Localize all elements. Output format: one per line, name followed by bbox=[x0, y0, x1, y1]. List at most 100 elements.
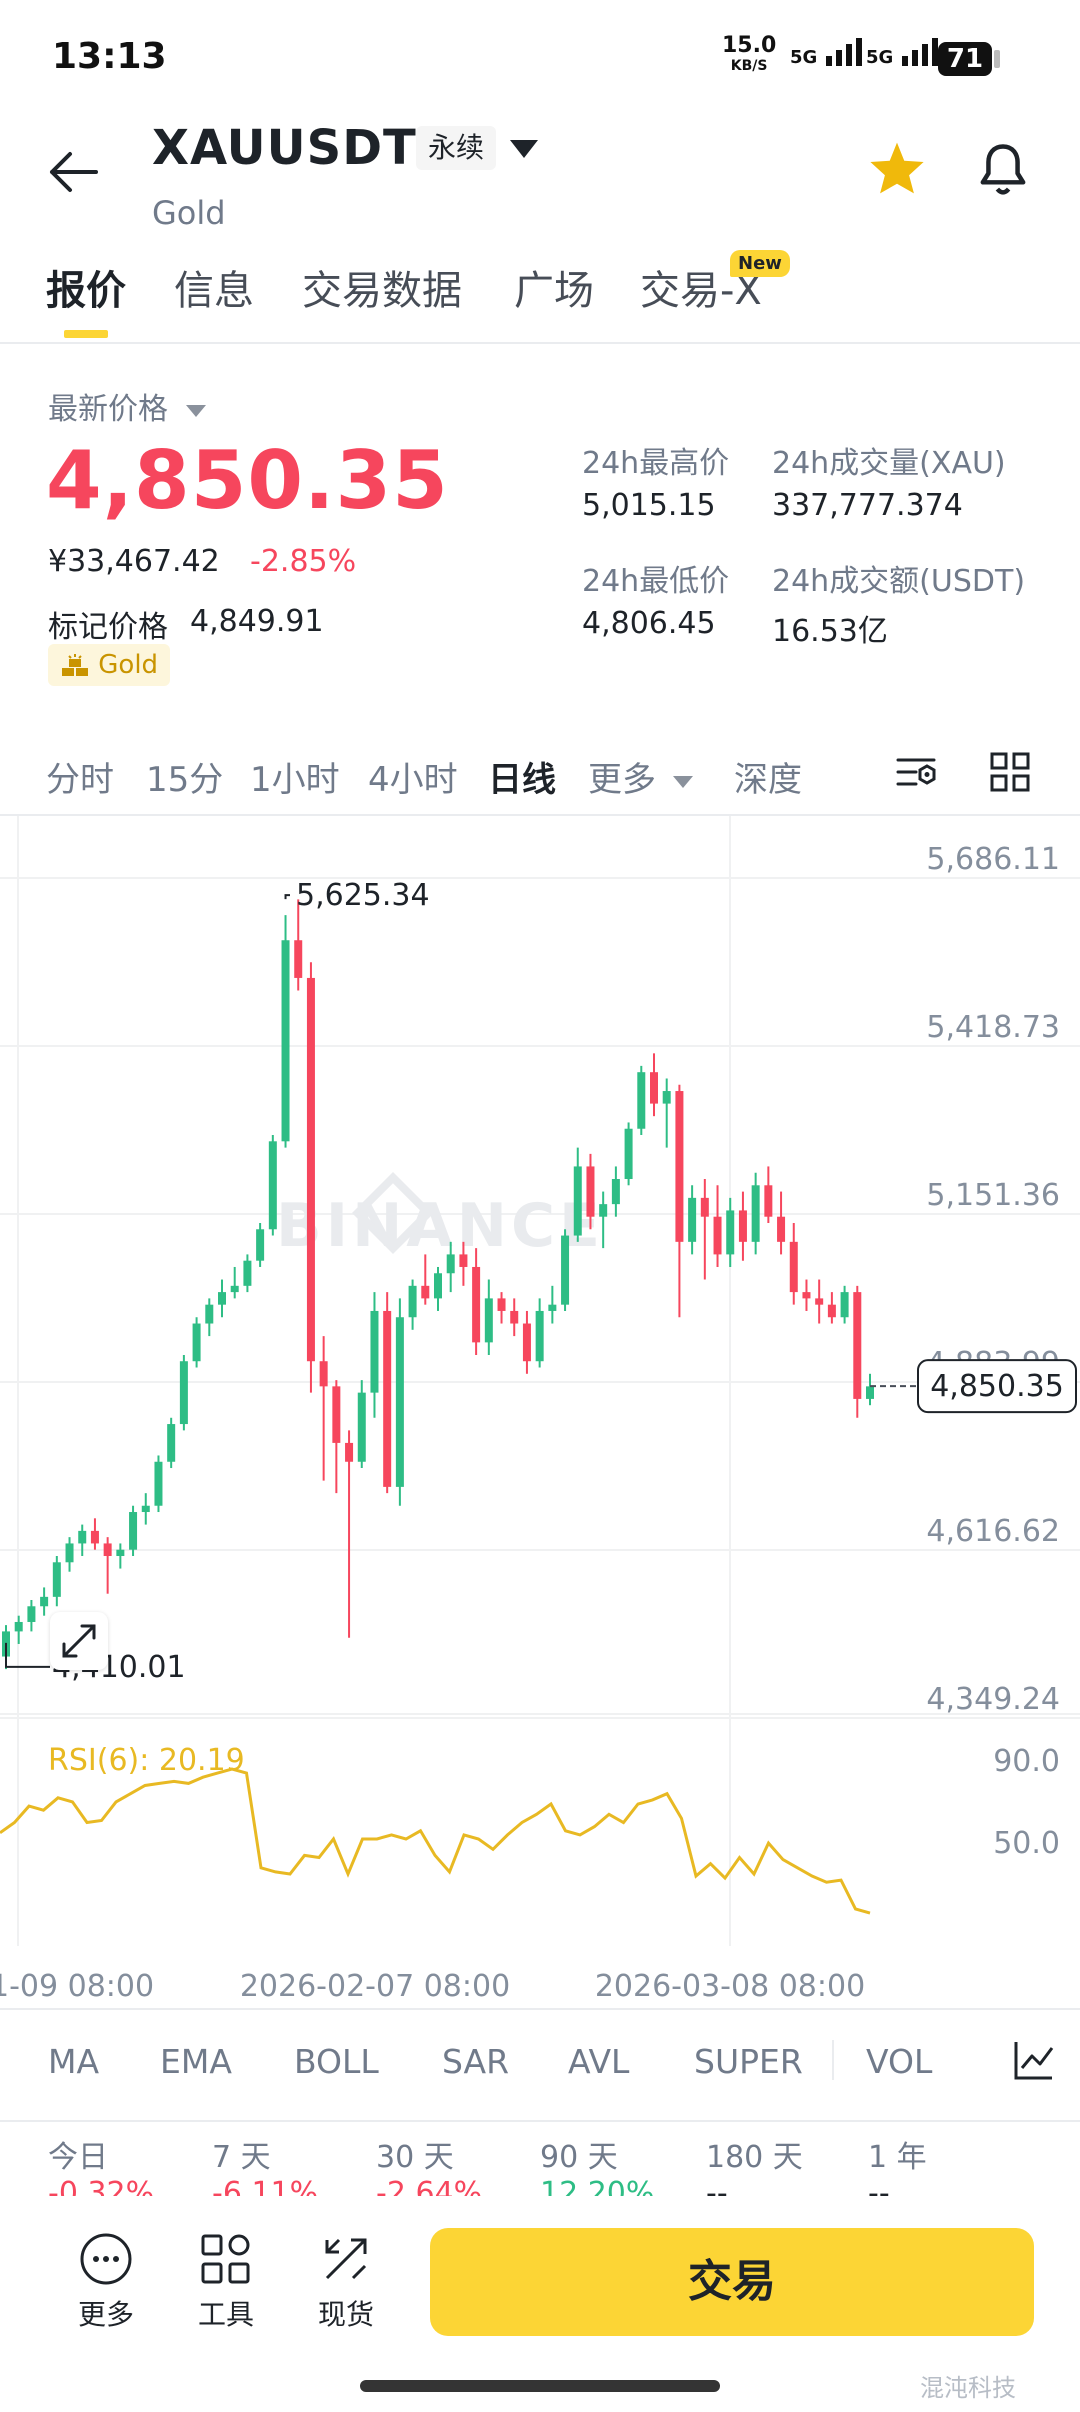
rsi-label: RSI(6): 20.19 bbox=[48, 1743, 245, 1778]
performance-label: 90 天 bbox=[540, 2140, 618, 2175]
net-speed: 15.0 KB/S bbox=[722, 33, 777, 75]
indicator-chart-icon[interactable] bbox=[1010, 2036, 1058, 2088]
interval-15m[interactable]: 15分 bbox=[146, 760, 224, 800]
candle-body bbox=[777, 1216, 786, 1242]
tab-quote[interactable]: 报价 bbox=[46, 268, 126, 314]
candle-body bbox=[675, 1091, 684, 1242]
new-badge: New bbox=[730, 250, 790, 277]
candle-body bbox=[179, 1361, 188, 1425]
candlestick-chart[interactable]: 5,686.115,418.735,151.364,883.994,616.62… bbox=[0, 816, 1080, 2008]
candle-body bbox=[306, 977, 315, 1362]
indicator-sar[interactable]: SAR bbox=[442, 2042, 510, 2081]
performance-label: 30 天 bbox=[376, 2140, 454, 2175]
candle-body bbox=[370, 1310, 379, 1393]
indicator-vol[interactable]: VOL bbox=[866, 2042, 933, 2081]
candle-body bbox=[218, 1292, 226, 1305]
interval-1d[interactable]: 日线 bbox=[488, 760, 556, 800]
interval-more[interactable]: 更多 bbox=[588, 752, 693, 801]
tab-info[interactable]: 信息 bbox=[174, 268, 254, 314]
signal-icon-2: 5G bbox=[866, 38, 940, 68]
interval-depth[interactable]: 深度 bbox=[734, 760, 802, 800]
candle-body bbox=[789, 1241, 798, 1293]
indicator-bar: MA EMA BOLL SAR AVL SUPER VOL bbox=[0, 2008, 1080, 2122]
x-tick-label: 2026-02-07 08:00 bbox=[240, 1969, 510, 2004]
candle-body bbox=[446, 1254, 455, 1274]
candle-body bbox=[141, 1505, 150, 1513]
contract-type-badge: 永续 bbox=[416, 126, 497, 170]
indicator-boll[interactable]: BOLL bbox=[294, 2042, 379, 2081]
candle-body bbox=[167, 1424, 176, 1462]
indicator-super[interactable]: SUPER bbox=[694, 2042, 803, 2081]
asset-name: Gold bbox=[152, 194, 226, 232]
last-price-label: 4,850.35 bbox=[930, 1369, 1064, 1404]
candle-body bbox=[548, 1304, 557, 1311]
candle-body bbox=[840, 1292, 849, 1318]
symbol-dropdown-icon[interactable] bbox=[510, 140, 538, 158]
gold-bars-icon bbox=[62, 653, 88, 676]
candle-body bbox=[764, 1185, 773, 1217]
last-price-box bbox=[917, 1359, 1077, 1414]
volume-24h-label: 24h成交量(XAU) bbox=[772, 446, 1006, 481]
latest-price-label[interactable]: 最新价格 bbox=[48, 384, 206, 428]
tools-grid-icon bbox=[201, 2234, 250, 2284]
tab-square[interactable]: 广场 bbox=[514, 268, 594, 314]
candle-body bbox=[52, 1562, 61, 1597]
candle-body bbox=[815, 1298, 824, 1305]
back-arrow-icon[interactable] bbox=[48, 150, 100, 194]
more-dots-icon bbox=[80, 2233, 132, 2285]
price-change: -2.85% bbox=[250, 544, 357, 579]
candle-body bbox=[624, 1128, 633, 1180]
more-button[interactable]: 更多 bbox=[66, 2232, 146, 2333]
caret-down-icon bbox=[185, 404, 206, 417]
caret-down-icon bbox=[672, 775, 693, 788]
spot-button[interactable]: 现货 bbox=[306, 2232, 386, 2333]
expand-chart-icon[interactable] bbox=[50, 1612, 108, 1670]
candle-body bbox=[281, 940, 290, 1142]
indicator-ma[interactable]: MA bbox=[48, 2042, 100, 2081]
bell-icon[interactable] bbox=[976, 142, 1030, 202]
performance-value: -- bbox=[706, 2176, 728, 2202]
low-24h-label: 24h最低价 bbox=[582, 564, 730, 599]
interval-1h[interactable]: 1小时 bbox=[250, 760, 340, 800]
layout-grid-icon[interactable] bbox=[988, 750, 1032, 798]
symbol-title[interactable]: XAUUSDT bbox=[152, 120, 417, 176]
indicator-ema[interactable]: EMA bbox=[160, 2042, 232, 2081]
x-tick-label: 1-09 08:00 bbox=[0, 1969, 154, 2004]
candle-body bbox=[65, 1543, 74, 1563]
y-tick-label: 5,686.11 bbox=[926, 842, 1060, 877]
candle-body bbox=[78, 1530, 87, 1544]
trade-button[interactable]: 交易 bbox=[430, 2228, 1034, 2336]
tools-button[interactable]: 工具 bbox=[186, 2232, 266, 2333]
candle-body bbox=[561, 1235, 570, 1305]
turnover-24h-value: 16.53亿 bbox=[772, 614, 888, 649]
candle-body bbox=[408, 1285, 417, 1318]
tab-bar: 报价 信息 交易数据 广场 交易-X bbox=[0, 252, 1080, 344]
candle-body bbox=[14, 1621, 23, 1632]
y-tick-label: 4,616.62 bbox=[926, 1514, 1060, 1549]
rsi-tick-label: 90.0 bbox=[993, 1744, 1060, 1779]
home-indicator bbox=[360, 2380, 720, 2392]
indicator-avl[interactable]: AVL bbox=[568, 2042, 630, 2081]
performance-value: -- bbox=[868, 2176, 890, 2202]
candle-body bbox=[319, 1361, 328, 1387]
low-marker-line bbox=[5, 1642, 50, 1668]
swap-arrows-icon bbox=[325, 2238, 367, 2280]
y-tick-label: 5,418.73 bbox=[926, 1010, 1060, 1045]
candle-body bbox=[192, 1323, 201, 1362]
interval-4h[interactable]: 4小时 bbox=[368, 760, 458, 800]
performance-label: 7 天 bbox=[212, 2140, 271, 2175]
candle-body bbox=[866, 1386, 874, 1399]
chart-settings-icon[interactable] bbox=[894, 752, 938, 796]
tab-trading-data[interactable]: 交易数据 bbox=[302, 268, 462, 314]
battery-cap bbox=[994, 50, 1000, 68]
candle-body bbox=[573, 1166, 582, 1236]
category-tag[interactable]: Gold bbox=[48, 644, 171, 686]
candle-body bbox=[40, 1596, 49, 1607]
favorite-star-icon[interactable] bbox=[868, 140, 926, 200]
rsi-tick-label: 50.0 bbox=[993, 1826, 1060, 1861]
interval-timeline[interactable]: 分时 bbox=[46, 760, 114, 800]
candle-body bbox=[751, 1185, 760, 1242]
candle-body bbox=[27, 1606, 36, 1622]
candle-body bbox=[726, 1210, 735, 1255]
y-tick-label: 5,151.36 bbox=[926, 1178, 1060, 1213]
